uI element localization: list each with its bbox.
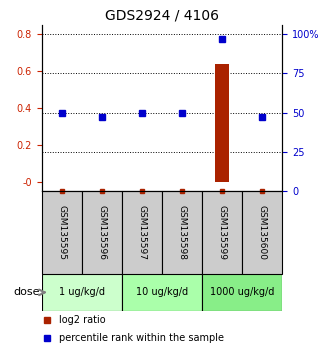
Text: 10 ug/kg/d: 10 ug/kg/d — [136, 287, 188, 297]
Text: dose: dose — [13, 287, 40, 297]
FancyBboxPatch shape — [202, 274, 282, 310]
Text: GSM135599: GSM135599 — [218, 205, 227, 260]
Title: GDS2924 / 4106: GDS2924 / 4106 — [105, 8, 219, 22]
Text: GSM135600: GSM135600 — [258, 205, 267, 260]
FancyBboxPatch shape — [82, 191, 122, 274]
Text: log2 ratio: log2 ratio — [59, 315, 105, 325]
Text: GSM135598: GSM135598 — [178, 205, 187, 260]
FancyBboxPatch shape — [122, 191, 162, 274]
Text: 1 ug/kg/d: 1 ug/kg/d — [59, 287, 105, 297]
FancyBboxPatch shape — [42, 274, 122, 310]
FancyBboxPatch shape — [162, 191, 202, 274]
Text: percentile rank within the sample: percentile rank within the sample — [59, 333, 224, 343]
Bar — [215, 64, 229, 182]
Text: GSM135596: GSM135596 — [97, 205, 107, 260]
FancyBboxPatch shape — [202, 191, 242, 274]
FancyBboxPatch shape — [42, 191, 82, 274]
Text: 1000 ug/kg/d: 1000 ug/kg/d — [210, 287, 274, 297]
FancyBboxPatch shape — [122, 274, 202, 310]
Text: GSM135597: GSM135597 — [137, 205, 147, 260]
Text: GSM135595: GSM135595 — [57, 205, 66, 260]
FancyBboxPatch shape — [242, 191, 282, 274]
